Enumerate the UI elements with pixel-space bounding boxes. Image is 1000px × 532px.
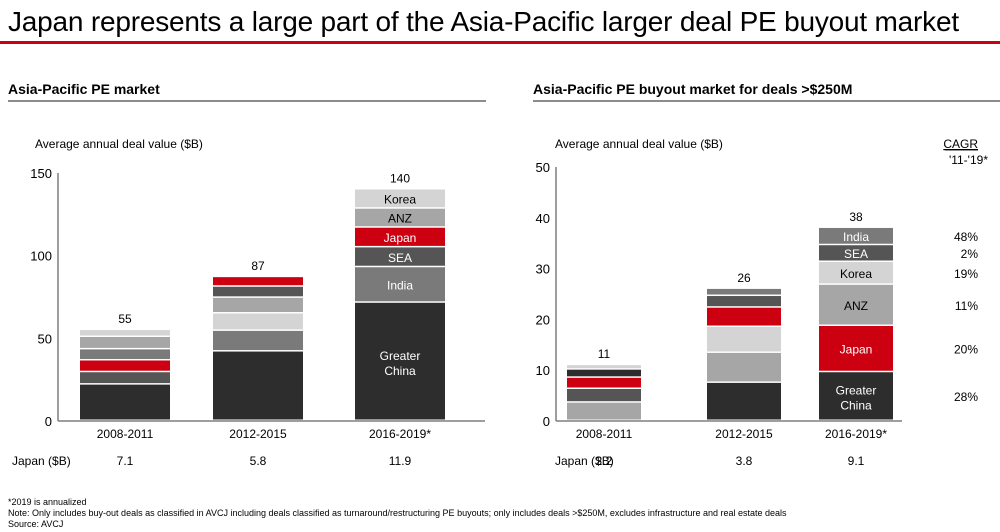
chart-1-japan-row-label: Japan ($B) bbox=[555, 454, 614, 468]
chart-0-bar-segment-korea bbox=[80, 330, 170, 336]
title-divider bbox=[0, 41, 1000, 44]
footnote-note: Note: Only includes buy-out deals as cla… bbox=[8, 508, 787, 518]
chart-1-bar-segment-greater-china bbox=[567, 369, 641, 377]
chart-1-segment-label: SEA bbox=[844, 247, 868, 261]
left-section-title: Asia-Pacific PE market bbox=[8, 81, 160, 97]
chart-1-y-tick-label: 20 bbox=[536, 312, 550, 327]
chart-0-japan-value: 7.1 bbox=[117, 454, 134, 468]
chart-1-x-tick-label: 2016-2019* bbox=[825, 427, 887, 441]
chart-1-bar-segment-anz bbox=[707, 352, 781, 382]
chart-1-segment-label: Japan bbox=[840, 343, 873, 357]
chart-1-x-tick-label: 2008-2011 bbox=[576, 427, 633, 441]
chart-1-bar-segment-anz bbox=[567, 402, 641, 420]
chart-0-segment-label: Japan bbox=[384, 231, 417, 245]
chart-1-bar-segment-korea bbox=[707, 327, 781, 352]
chart-0-y-axis-title: Average annual deal value ($B) bbox=[35, 137, 203, 151]
chart-1-bar-segment-sea bbox=[707, 296, 781, 307]
right-section-divider bbox=[533, 100, 1000, 102]
chart-1-y-tick-label: 30 bbox=[536, 262, 550, 277]
chart-1-bar-segment-japan bbox=[567, 377, 641, 388]
chart-0-bar-segment-japan bbox=[80, 360, 170, 371]
cagr-header: CAGR bbox=[943, 137, 978, 151]
chart-0-bar-total-label: 87 bbox=[251, 259, 265, 273]
chart-1-y-tick-label: 10 bbox=[536, 363, 550, 378]
chart-1-segment-label: India bbox=[843, 230, 869, 244]
chart-1-bar-segment-korea bbox=[567, 365, 641, 369]
chart-1-bar-total-label: 11 bbox=[598, 347, 611, 361]
right-section-title: Asia-Pacific PE buyout market for deals … bbox=[533, 81, 853, 97]
chart-1-bar-segment-india bbox=[819, 227, 893, 244]
chart-1-x-tick-label: 2012-2015 bbox=[715, 427, 773, 441]
chart-0-bar-segment-anz bbox=[213, 297, 303, 313]
chart-0-y-tick-label: 50 bbox=[38, 331, 52, 346]
chart-0-bar-segment-sea bbox=[355, 247, 445, 266]
chart-1-y-tick-label: 40 bbox=[536, 211, 550, 226]
chart-1-y-axis-title: Average annual deal value ($B) bbox=[555, 137, 723, 151]
chart-0-bar-total-label: 55 bbox=[118, 312, 132, 326]
chart-1-y-tick-label: 0 bbox=[543, 414, 550, 429]
chart-0-bar-segment-india bbox=[213, 330, 303, 351]
chart-1-bar-segment-india bbox=[707, 288, 781, 295]
cagr-period: '11-'19* bbox=[949, 153, 988, 167]
chart-0-segment-label: India bbox=[387, 279, 413, 293]
chart-0-bar-segment-india bbox=[355, 267, 445, 302]
chart-1-bar-segment-japan bbox=[707, 307, 781, 326]
chart-1-cagr-value: 19% bbox=[954, 267, 978, 281]
chart-0-bar-segment-sea bbox=[213, 286, 303, 297]
chart-1-cagr-value: 28% bbox=[954, 390, 978, 404]
chart-0-bar-segment-japan bbox=[355, 227, 445, 246]
chart-0-bar-segment-anz bbox=[80, 337, 170, 348]
chart-1-cagr-value: 2% bbox=[961, 247, 979, 261]
left-section-divider bbox=[8, 100, 486, 102]
chart-1-bar-segment-korea bbox=[819, 261, 893, 284]
chart-1-japan-value: 9.1 bbox=[848, 454, 865, 468]
chart-0-bar-segment-greater-china bbox=[80, 384, 170, 420]
chart-1-segment-label: ANZ bbox=[844, 299, 868, 313]
chart-1-bar-segment-japan bbox=[819, 326, 893, 371]
chart-1-bar-total-label: 26 bbox=[737, 271, 751, 285]
chart-0-bar-segment-anz bbox=[355, 208, 445, 227]
chart-0-japan-value: 11.9 bbox=[389, 454, 412, 468]
chart-0-bar-segment-greater-china bbox=[355, 302, 445, 420]
chart-0-x-tick-label: 2012-2015 bbox=[229, 427, 287, 441]
chart-1-bar-segment-anz bbox=[819, 284, 893, 325]
chart-1-japan-value: 2.2 bbox=[596, 454, 613, 468]
chart-0-y-tick-label: 0 bbox=[45, 414, 52, 429]
chart-0-bar-segment-korea bbox=[355, 189, 445, 208]
chart-1-bar-segment-sea bbox=[819, 245, 893, 261]
footnote-annualized: *2019 is annualized bbox=[8, 497, 87, 507]
chart-1-segment-label: China bbox=[840, 399, 872, 413]
chart-1-bar-segment-sea bbox=[567, 388, 641, 402]
chart-1-bar-segment-greater-china bbox=[819, 372, 893, 420]
chart-0-bar-segment-sea bbox=[80, 372, 170, 384]
chart-1-segment-label: Korea bbox=[840, 267, 872, 281]
page-title: Japan represents a large part of the Asi… bbox=[8, 6, 959, 37]
chart-1-y-tick-label: 50 bbox=[536, 160, 550, 175]
chart-0-segment-label: SEA bbox=[388, 251, 412, 265]
chart-0-x-tick-label: 2008-2011 bbox=[97, 427, 154, 441]
chart-0-japan-row-label: Japan ($B) bbox=[12, 454, 71, 468]
chart-0-segment-label: Greater bbox=[380, 349, 421, 363]
chart-1-cagr-value: 48% bbox=[954, 230, 978, 244]
chart-0-bar-segment-japan bbox=[213, 277, 303, 286]
footnote-source: Source: AVCJ bbox=[8, 519, 64, 529]
chart-0-y-tick-label: 150 bbox=[30, 166, 52, 181]
chart-0-bar-segment-greater-china bbox=[213, 351, 303, 420]
chart-0-bar-total-label: 140 bbox=[390, 172, 410, 186]
chart-0-segment-label: China bbox=[384, 364, 416, 378]
chart-0-bar-segment-korea bbox=[213, 313, 303, 330]
chart-0-bar-segment-india bbox=[80, 349, 170, 359]
chart-1-bar-segment-greater-china bbox=[707, 382, 781, 420]
chart-1-japan-value: 3.8 bbox=[736, 454, 753, 468]
chart-0-segment-label: ANZ bbox=[388, 212, 412, 226]
chart-0-x-tick-label: 2016-2019* bbox=[369, 427, 431, 441]
chart-1-cagr-value: 20% bbox=[954, 343, 978, 357]
chart-1-bar-total-label: 38 bbox=[849, 210, 863, 224]
chart-1-segment-label: Greater bbox=[836, 384, 877, 398]
chart-0-y-tick-label: 100 bbox=[30, 249, 52, 264]
chart-0-japan-value: 5.8 bbox=[250, 454, 267, 468]
chart-1-cagr-value: 11% bbox=[955, 299, 978, 313]
chart-0-segment-label: Korea bbox=[384, 193, 416, 207]
